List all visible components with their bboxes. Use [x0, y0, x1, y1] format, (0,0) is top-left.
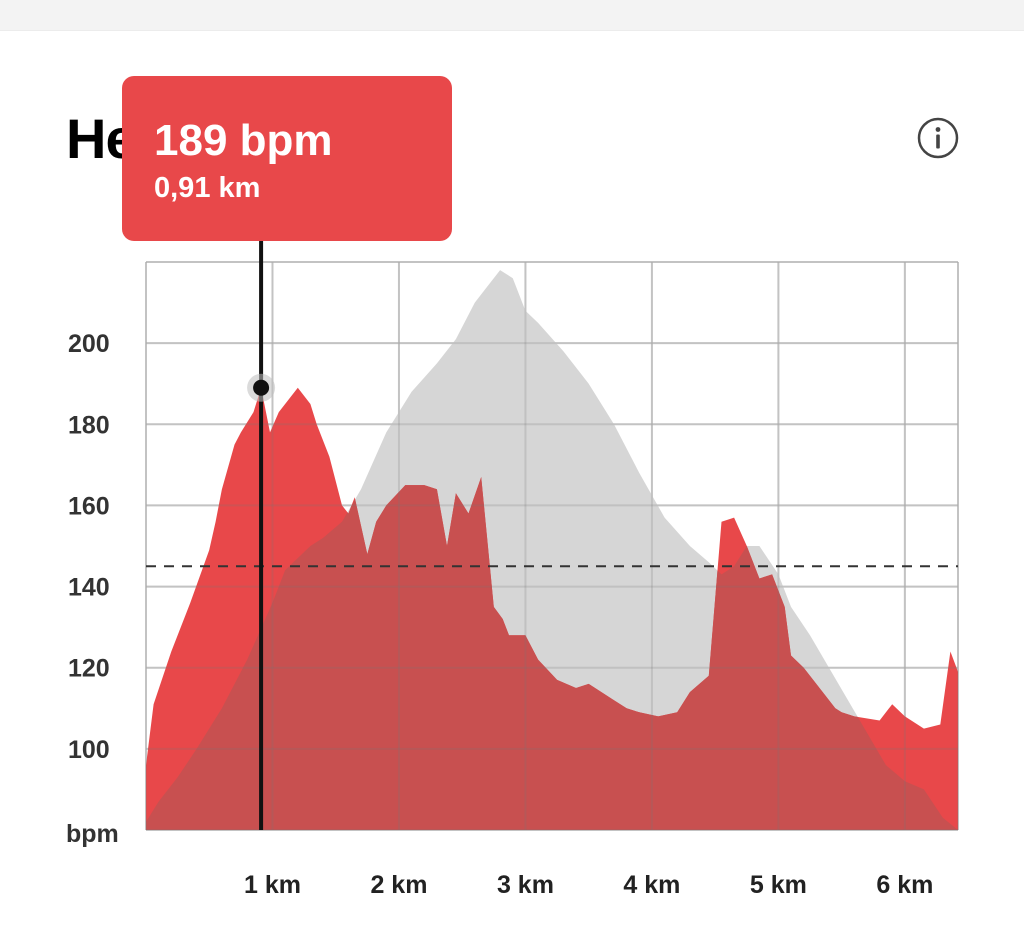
grid-lines-front [145, 261, 959, 831]
y-tick-label: 100 [68, 736, 110, 764]
tooltip-distance: 0,91 km [154, 172, 261, 204]
value-tooltip: 189 bpm 0,91 km [122, 76, 452, 241]
y-tick-label: 140 [68, 574, 110, 602]
tooltip-heart-rate: 189 bpm [154, 116, 333, 165]
x-tick-label: 6 km [876, 871, 933, 899]
y-tick-label: 180 [68, 411, 110, 439]
x-tick-label: 3 km [497, 871, 554, 899]
y-tick-label: 120 [68, 655, 110, 683]
x-tick-label: 1 km [244, 871, 301, 899]
y-tick-label: 200 [68, 330, 110, 358]
info-icon[interactable] [916, 116, 960, 160]
top-strip [0, 0, 1024, 31]
x-axis: 1 km 2 km 3 km 4 km 5 km 6 km [244, 871, 933, 899]
y-axis: 100 120 140 160 180 200 [68, 330, 110, 764]
cursor-point[interactable] [253, 379, 270, 396]
y-tick-label: 160 [68, 492, 110, 520]
y-axis-unit-label: bpm [66, 820, 119, 848]
x-tick-label: 4 km [623, 871, 680, 899]
x-tick-label: 2 km [370, 871, 427, 899]
heart-rate-elevation-overlap [146, 387, 958, 830]
x-tick-label: 5 km [750, 871, 807, 899]
